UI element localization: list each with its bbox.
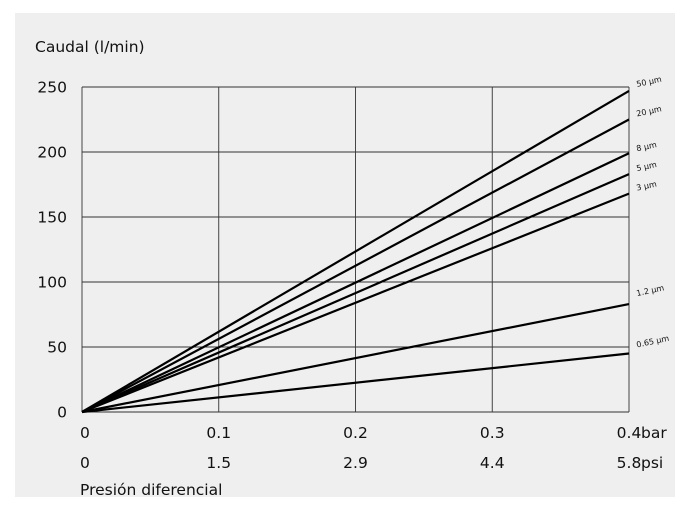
x-tick-label-psi: 1.5 bbox=[206, 454, 231, 472]
series-line bbox=[81, 303, 630, 414]
series-line bbox=[81, 352, 630, 414]
x-tick-label-bar: 0.1 bbox=[206, 424, 231, 442]
y-tick-label: 100 bbox=[37, 274, 67, 292]
x-tick-label-psi: 0 bbox=[80, 454, 90, 472]
x-unit-bar: bar bbox=[641, 424, 667, 442]
y-tick-label: 250 bbox=[37, 79, 67, 97]
y-tick-label: 0 bbox=[57, 404, 67, 422]
y-tick-label: 50 bbox=[47, 339, 67, 357]
series-label: 3 µm bbox=[636, 179, 658, 192]
y-tick-label: 150 bbox=[37, 209, 67, 227]
series-line bbox=[81, 118, 630, 413]
y-axis-title: Caudal (l/min) bbox=[35, 38, 145, 56]
series-line bbox=[81, 173, 630, 414]
series-line bbox=[81, 192, 630, 414]
x-tick-label-psi: 2.9 bbox=[343, 454, 368, 472]
y-tick-label: 200 bbox=[37, 144, 67, 162]
x-tick-label-bar: 0.2 bbox=[343, 424, 368, 442]
chart-background bbox=[15, 13, 675, 497]
x-tick-label-psi: 5.8 bbox=[617, 454, 642, 472]
series-label: 1.2 µm bbox=[636, 283, 666, 298]
x-tick-label-bar: 0.3 bbox=[480, 424, 505, 442]
x-axis-title: Presión diferencial bbox=[80, 481, 222, 499]
series-label: 50 µm bbox=[636, 75, 663, 89]
series-label: 5 µm bbox=[636, 160, 658, 173]
series-lines bbox=[81, 89, 630, 414]
x-unit-psi: psi bbox=[641, 454, 663, 472]
x-tick-label-bar: 0.4 bbox=[617, 424, 642, 442]
x-tick-label-bar: 0 bbox=[80, 424, 90, 442]
x-tick-label-psi: 4.4 bbox=[480, 454, 505, 472]
series-label: 0.65 µm bbox=[636, 334, 671, 350]
series-line bbox=[81, 89, 630, 413]
series-line bbox=[81, 152, 630, 413]
series-label: 20 µm bbox=[636, 104, 663, 118]
series-label: 8 µm bbox=[636, 140, 658, 153]
